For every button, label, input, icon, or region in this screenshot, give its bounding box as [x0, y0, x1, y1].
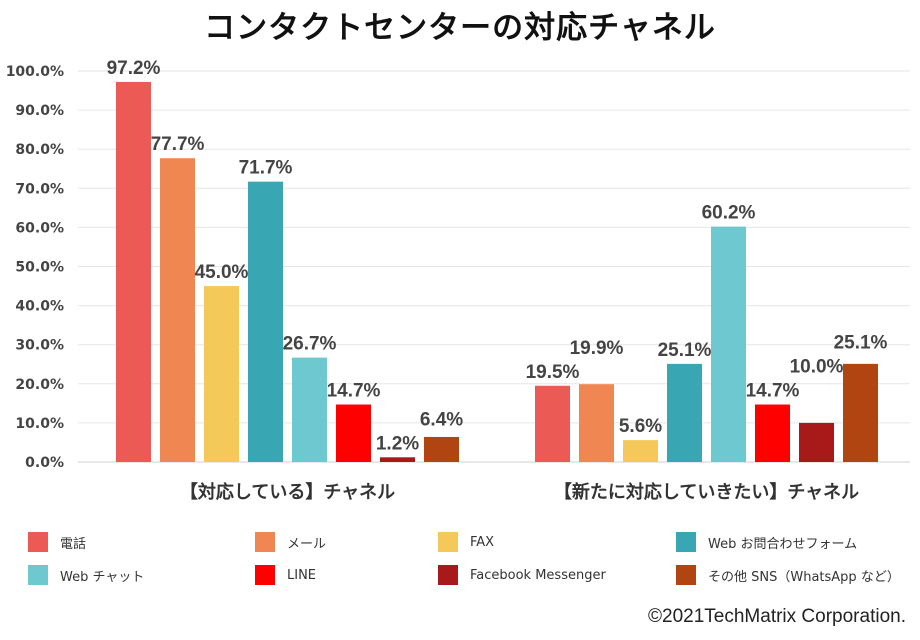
legend-swatch	[255, 565, 275, 585]
bar	[336, 404, 371, 462]
bar	[424, 436, 459, 462]
bar	[799, 422, 834, 462]
y-tick-label: 60.0%	[15, 220, 64, 236]
legend-label: Web チャット	[60, 569, 145, 585]
y-tick-label: 20.0%	[15, 377, 64, 393]
data-label: 6.4%	[420, 409, 463, 430]
data-label: 19.5%	[526, 362, 580, 383]
data-label: 26.7%	[283, 334, 337, 355]
data-label: 14.7%	[746, 381, 800, 402]
data-label: 10.0%	[790, 357, 844, 378]
x-category-label: 【新たに対応していきたい】チャネル	[554, 481, 859, 503]
legend-swatch	[255, 532, 275, 552]
chart-title: コンタクトセンターの対応チャネル	[204, 10, 716, 46]
legend-item: LINE	[255, 565, 316, 585]
data-label: 71.7%	[239, 158, 293, 179]
bar	[711, 226, 746, 462]
bar	[579, 384, 614, 462]
legend-item: Web チャット	[28, 565, 144, 585]
y-tick-label: 70.0%	[15, 181, 64, 197]
data-label: 45.0%	[195, 262, 249, 283]
data-label: 5.6%	[619, 416, 662, 437]
legend-swatch	[676, 532, 696, 552]
legend-swatch	[438, 532, 458, 552]
data-label: 25.1%	[658, 340, 712, 361]
legend-label: LINE	[287, 567, 317, 583]
x-category-label: 【対応している】チャネル	[180, 481, 395, 503]
data-label: 97.2%	[107, 58, 161, 79]
bar-chart: 0.0% 10.0% 20.0% 30.0% 40.0% 50.0% 60.0% 70.0% 8…	[6, 58, 910, 503]
data-label: 60.2%	[702, 203, 756, 224]
legend-item: FAX	[438, 532, 494, 552]
bar	[755, 404, 790, 462]
legend-swatch	[28, 565, 48, 585]
legend-item: Facebook Messenger	[438, 565, 606, 585]
legend-label: 電話	[60, 536, 87, 552]
legend-item: Web お問合わせフォーム	[676, 532, 857, 552]
y-tick-label: 50.0%	[15, 260, 64, 276]
bar	[623, 440, 658, 462]
y-tick-label: 90.0%	[15, 103, 64, 119]
copyright: ©2021TechMatrix Corporation.	[648, 606, 906, 627]
legend-label: Web お問合わせフォーム	[708, 536, 858, 552]
bar	[292, 357, 327, 462]
y-tick-label: 40.0%	[15, 299, 64, 315]
bar	[204, 286, 239, 462]
legend-label: メール	[287, 536, 327, 552]
data-label: 14.7%	[327, 381, 381, 402]
legend-item: その他 SNS（WhatsApp など）	[676, 565, 900, 585]
legend-label: FAX	[470, 534, 495, 550]
data-label: 77.7%	[151, 134, 205, 155]
y-tick-label: 30.0%	[15, 338, 64, 354]
legend-label: その他 SNS（WhatsApp など）	[708, 569, 900, 585]
data-label: 1.2%	[376, 433, 419, 454]
bar	[160, 158, 195, 462]
y-tick-label: 80.0%	[15, 142, 64, 158]
legend-swatch	[28, 532, 48, 552]
legend-swatch	[438, 565, 458, 585]
y-tick-label: 10.0%	[15, 416, 64, 432]
y-tick-label: 100.0%	[6, 64, 64, 80]
legend-label: Facebook Messenger	[470, 567, 606, 583]
bar	[843, 363, 878, 462]
data-label: 19.9%	[570, 338, 624, 359]
legend-swatch	[676, 565, 696, 585]
legend-item: メール	[255, 532, 326, 552]
bar	[667, 363, 702, 462]
legend-item: 電話	[28, 532, 86, 552]
bar	[116, 81, 151, 462]
bar	[380, 457, 415, 462]
y-tick-label: 0.0%	[25, 455, 64, 471]
bar	[535, 385, 570, 462]
bar	[248, 181, 283, 462]
data-label: 25.1%	[834, 333, 888, 354]
